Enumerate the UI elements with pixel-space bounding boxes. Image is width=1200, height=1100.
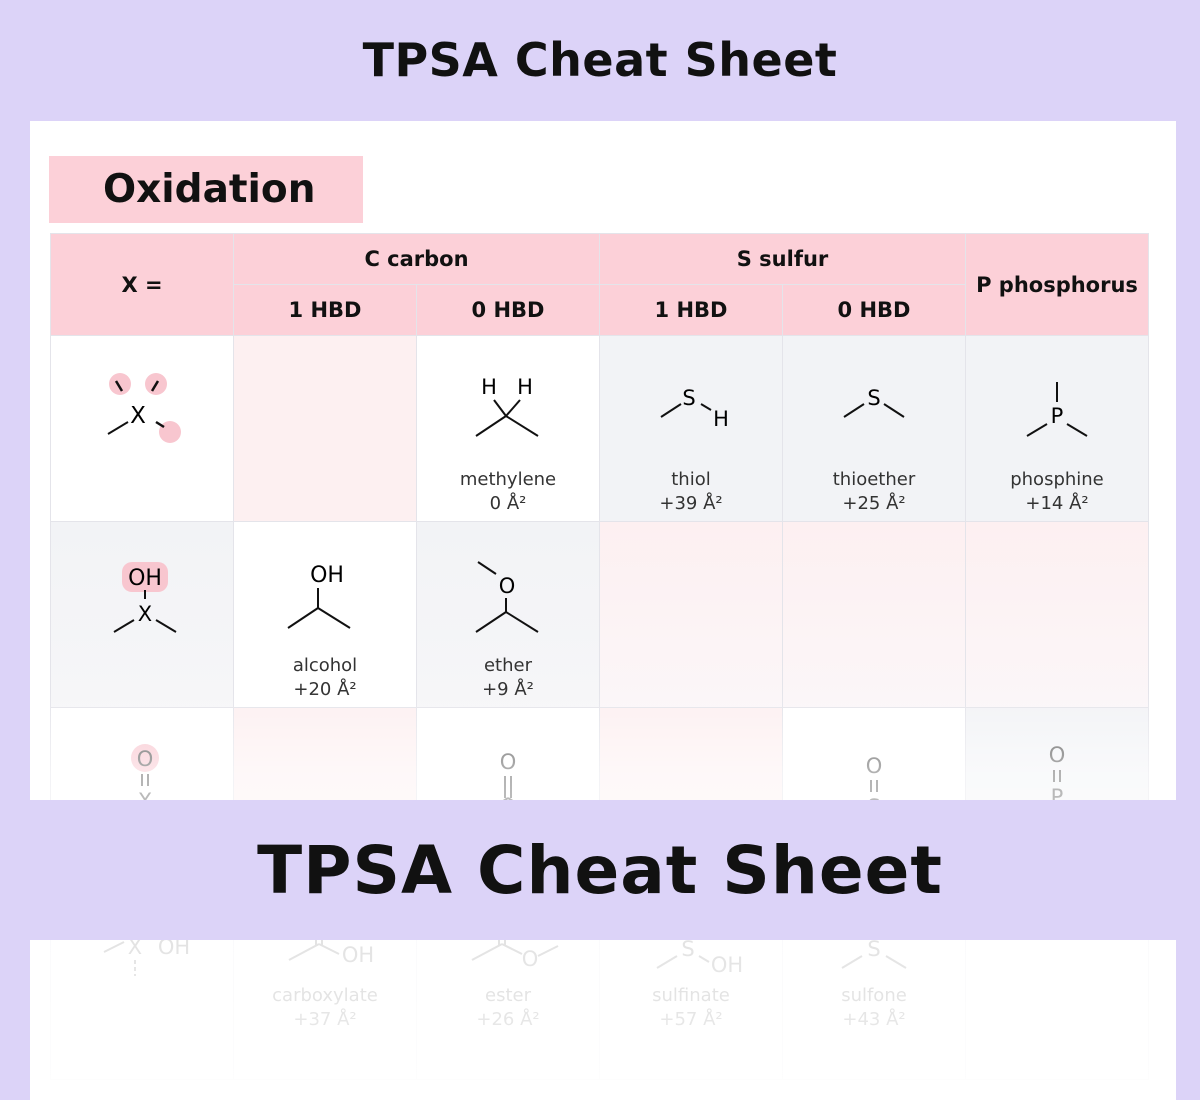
entry-name: alcohol	[292, 655, 358, 676]
page-title: TPSA Cheat Sheet	[362, 33, 838, 87]
empty-cell	[234, 336, 416, 521]
empty-cell	[600, 522, 782, 707]
entry-value: +26 Å²	[476, 1009, 540, 1030]
svg-text:O: O	[522, 947, 539, 971]
cheat-sheet-panel: Oxidation X = C carbon S sulfur P phosph…	[30, 121, 1176, 1100]
empty-cell	[783, 522, 965, 707]
svg-text:O: O	[137, 747, 154, 771]
svg-text:X: X	[138, 602, 152, 626]
empty-cell	[966, 522, 1148, 707]
svg-text:P: P	[1051, 404, 1064, 428]
svg-text:O: O	[1049, 743, 1066, 767]
svg-text:O: O	[500, 750, 517, 774]
section-title: Oxidation	[49, 156, 363, 223]
x-pattern-structure: X	[107, 373, 181, 443]
svg-text:OH: OH	[128, 566, 162, 591]
svg-text:OH: OH	[711, 953, 743, 977]
svg-text:OH: OH	[310, 563, 344, 588]
entry-value: +37 Å²	[293, 1009, 357, 1030]
ether-structure: O	[475, 561, 539, 633]
row-pattern-x-oh: OH X	[51, 522, 233, 707]
svg-text:OH: OH	[342, 943, 374, 967]
x-oh-pattern-structure: OH X	[113, 562, 177, 633]
svg-text:O: O	[499, 574, 516, 598]
subheader-carbon-0hbd: 0 HBD	[417, 285, 599, 335]
entry-name: thioether	[832, 469, 916, 490]
svg-text:H: H	[713, 407, 729, 431]
entry-value: 0 Å²	[489, 493, 527, 514]
entry-name: phosphine	[1010, 469, 1104, 490]
alcohol-structure: OH	[287, 563, 351, 629]
entry-value: +25 Å²	[842, 493, 906, 514]
cell-thiol: S H thiol +39 Å²	[600, 336, 782, 521]
entry-value: +14 Å²	[1025, 493, 1089, 514]
svg-text:X: X	[130, 403, 146, 429]
cell-thioether: S thioether +25 Å²	[783, 336, 965, 521]
group-header-phosphorus: P phosphorus	[966, 234, 1148, 335]
group-header-carbon: C carbon	[234, 234, 599, 284]
entry-value: +20 Å²	[293, 679, 357, 700]
thiol-structure: S H	[660, 386, 729, 431]
svg-text:S: S	[682, 386, 695, 410]
group-header-sulfur: S sulfur	[600, 234, 965, 284]
corner-header: X =	[51, 234, 233, 335]
cell-ether: O ether +9 Å²	[417, 522, 599, 707]
cell-phosphine: P phosphine +14 Å²	[966, 336, 1148, 521]
svg-text:O: O	[866, 754, 883, 778]
entry-value: +57 Å²	[659, 1009, 723, 1030]
svg-text:S: S	[867, 386, 880, 410]
tpsa-table: X = C carbon S sulfur P phosphorus 1 HBD…	[50, 233, 1149, 1080]
entry-name: methylene	[459, 469, 557, 490]
entry-name: carboxylate	[272, 985, 378, 1006]
entry-name: sulfone	[841, 985, 907, 1006]
svg-text:S: S	[867, 937, 880, 961]
entry-name: thiol	[671, 469, 711, 490]
entry-name: ester	[485, 985, 531, 1006]
subheader-sulfur-1hbd: 1 HBD	[600, 285, 782, 335]
svg-text:S: S	[681, 937, 694, 961]
cell-alcohol: OH alcohol +20 Å²	[234, 522, 416, 707]
thioether-structure: S	[843, 386, 905, 418]
entry-name: sulfinate	[652, 985, 730, 1006]
cell-methylene: H H methylene 0 Å²	[417, 336, 599, 521]
phosphine-structure: P	[1026, 382, 1088, 437]
entry-value: +9 Å²	[482, 679, 534, 700]
entry-value: +39 Å²	[659, 493, 723, 514]
entry-name: ether	[483, 655, 532, 676]
subheader-sulfur-0hbd: 0 HBD	[783, 285, 965, 335]
svg-text:H: H	[517, 375, 533, 399]
entry-value: +43 Å²	[842, 1009, 906, 1030]
overlay-banner-title: TPSA Cheat Sheet	[0, 800, 1200, 940]
svg-text:H: H	[481, 375, 497, 399]
subheader-carbon-1hbd: 1 HBD	[234, 285, 416, 335]
row-pattern-x: X	[51, 336, 233, 521]
methylene-structure: H H	[475, 375, 539, 437]
